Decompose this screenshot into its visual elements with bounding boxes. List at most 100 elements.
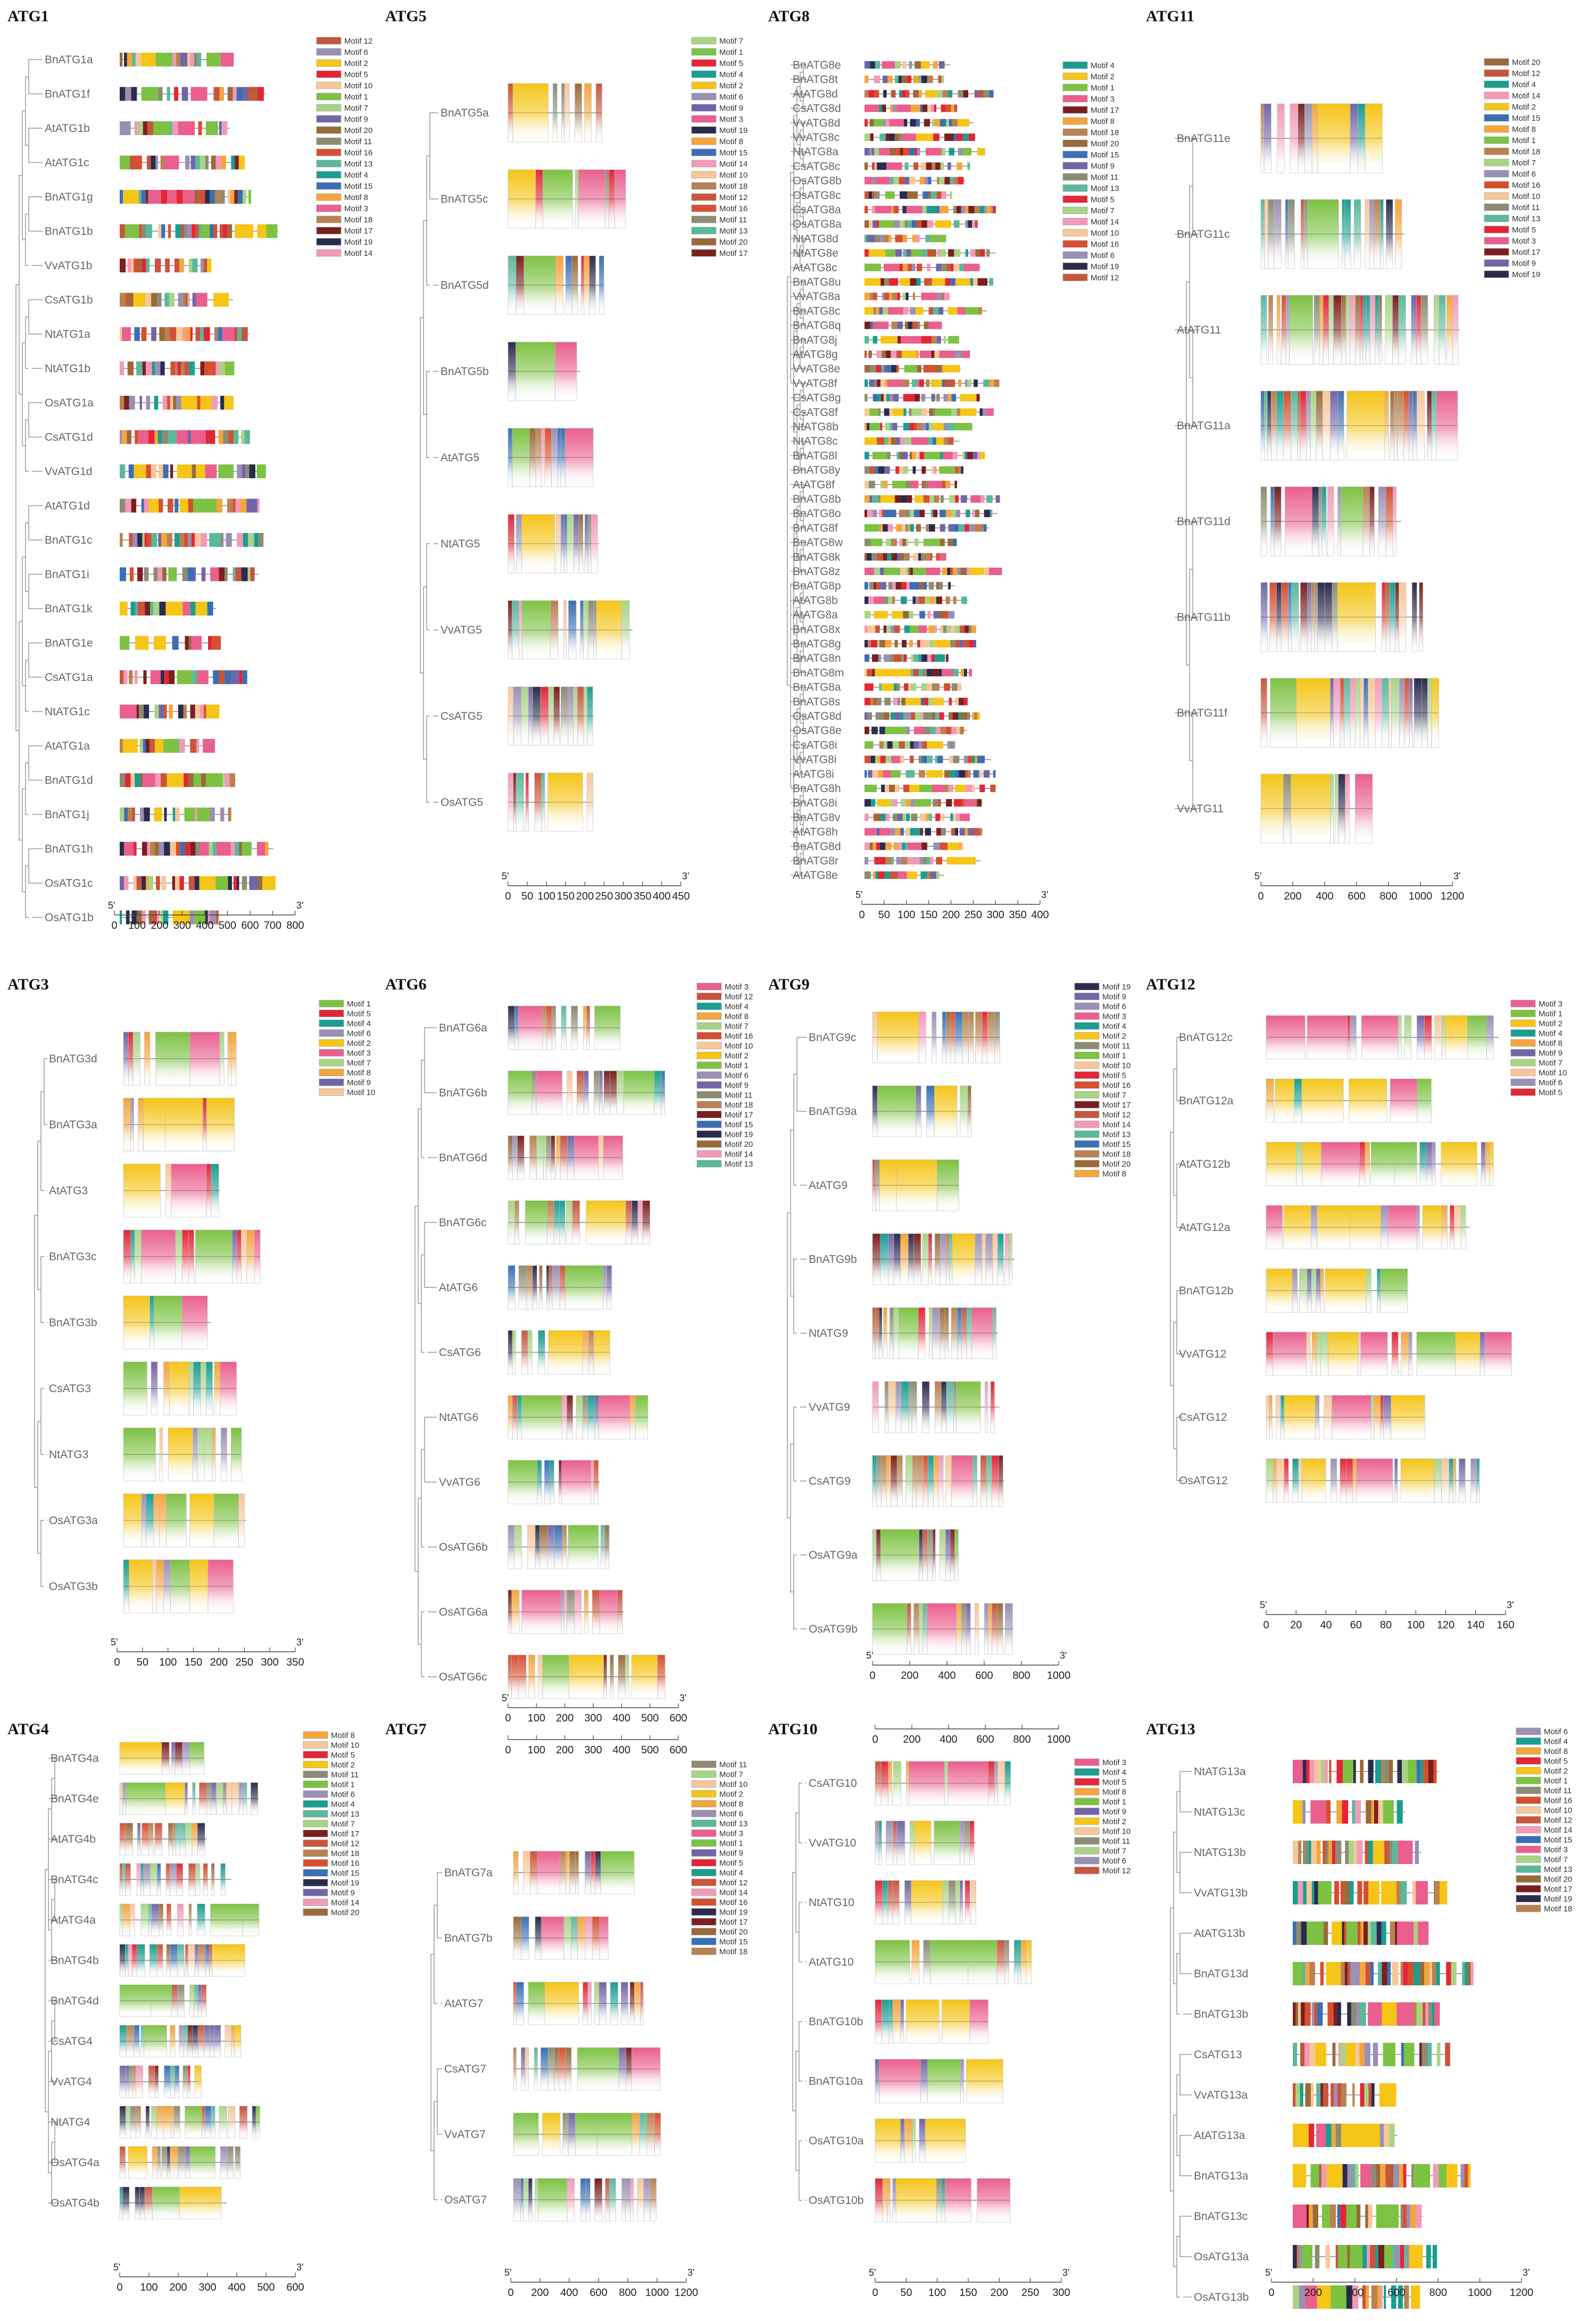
gene-motif-track xyxy=(864,119,970,127)
gene-motif-track xyxy=(864,611,954,619)
gene-motif-track xyxy=(508,255,604,315)
motif-box xyxy=(984,206,987,213)
gene-motif-track xyxy=(864,727,964,735)
motif-box xyxy=(867,669,872,677)
legend-label: Motif 18 xyxy=(1512,147,1540,156)
motif-box xyxy=(194,53,197,66)
motif-box xyxy=(901,654,904,662)
motif-box xyxy=(1276,390,1284,461)
motif-box xyxy=(927,683,932,691)
motif-box xyxy=(1317,582,1325,652)
legend-label: Motif 20 xyxy=(1512,58,1540,67)
gene-label: BnATG6c xyxy=(439,1217,486,1229)
motif-box xyxy=(897,235,903,243)
motif-box xyxy=(883,394,887,402)
motif-box xyxy=(864,336,869,344)
motif-box xyxy=(138,190,142,204)
motif-box xyxy=(942,813,945,821)
gene-label: AtATG3 xyxy=(49,1185,88,1197)
motif-box xyxy=(951,828,955,836)
motif-box xyxy=(895,466,900,474)
gene-label: BnATG8t xyxy=(793,73,838,86)
motif-box xyxy=(127,361,134,376)
motif-box xyxy=(521,1590,562,1634)
gene-label: AtATG13a xyxy=(1194,2129,1245,2142)
motif-box xyxy=(127,430,131,444)
motif-box xyxy=(864,727,869,735)
motif-box xyxy=(980,1455,987,1507)
motif-box xyxy=(254,87,258,101)
motif-box xyxy=(212,636,218,650)
motif-box xyxy=(1392,1962,1399,1985)
motif-box xyxy=(924,697,928,705)
motif-box xyxy=(883,524,888,532)
motif-box xyxy=(953,220,960,228)
motif-box xyxy=(1004,1603,1013,1655)
motif-box xyxy=(156,1944,163,1977)
motif-box xyxy=(864,770,867,778)
gene-motif-track xyxy=(1260,678,1439,748)
motif-box xyxy=(929,408,934,416)
scale-tick-label: 100 xyxy=(528,1712,545,1724)
motif-box xyxy=(143,670,147,684)
motif-box xyxy=(120,842,124,856)
motif-box xyxy=(156,1559,164,1613)
gene-label: NtATG4 xyxy=(51,2116,90,2128)
motif-box xyxy=(170,2146,178,2179)
motif-box xyxy=(941,1381,947,1433)
motif-box xyxy=(178,293,183,307)
legend-label: Motif 5 xyxy=(1102,1778,1126,1787)
legend-swatch xyxy=(319,1069,344,1076)
motif-box xyxy=(1293,2083,1296,2107)
legend-label: Motif 14 xyxy=(344,249,372,258)
motif-box xyxy=(204,361,210,376)
motif-box xyxy=(1349,1078,1387,1123)
legend-swatch xyxy=(696,1022,722,1030)
scale-tick-label: 50 xyxy=(521,891,533,902)
legend-label: Motif 9 xyxy=(1539,1049,1562,1058)
motif-box xyxy=(1406,2204,1410,2228)
motif-box xyxy=(559,1460,562,1504)
motif-box xyxy=(557,428,561,487)
motif-box xyxy=(151,155,156,170)
motif-box xyxy=(128,1031,134,1086)
legend-swatch xyxy=(1484,58,1509,66)
motif-box xyxy=(1384,2285,1386,2309)
motif-box xyxy=(1375,1760,1382,1783)
motif-box xyxy=(1470,1962,1474,1985)
motif-box xyxy=(985,1381,988,1433)
motif-box xyxy=(942,842,948,850)
motif-box xyxy=(948,249,954,257)
motif-box xyxy=(1276,295,1281,365)
motif-box xyxy=(212,1427,216,1482)
motif-box xyxy=(919,1603,923,1655)
gene-motif-track xyxy=(119,2146,240,2179)
motif-box xyxy=(1375,295,1379,365)
legend-label: Motif 17 xyxy=(1544,1885,1572,1894)
motif-box xyxy=(588,514,592,573)
motif-box xyxy=(921,394,926,402)
motif-box xyxy=(1414,1921,1418,1945)
motif-box xyxy=(198,224,202,238)
legend-swatch xyxy=(691,1839,717,1847)
phylogenetic-tree xyxy=(34,1058,47,1587)
motif-box xyxy=(869,148,872,156)
motif-box xyxy=(170,842,176,856)
motif-box xyxy=(1433,1760,1437,1783)
motif-box xyxy=(631,2112,640,2156)
scale-tick-label: 0 xyxy=(869,1670,875,1682)
motif-box xyxy=(872,842,876,850)
motif-box xyxy=(977,755,980,763)
motif-box xyxy=(909,582,916,590)
motif-box xyxy=(872,654,878,662)
motif-box xyxy=(1366,295,1370,365)
legend-swatch xyxy=(1510,1039,1536,1047)
scale-tick-label: 200 xyxy=(169,2282,187,2293)
motif-box xyxy=(161,2146,168,2179)
motif-box xyxy=(129,670,133,684)
motif-box xyxy=(171,430,177,444)
motif-box xyxy=(869,119,874,127)
motif-box xyxy=(508,1200,515,1245)
legend-label: Motif 14 xyxy=(331,1899,359,1908)
motif-box xyxy=(198,1944,206,1977)
